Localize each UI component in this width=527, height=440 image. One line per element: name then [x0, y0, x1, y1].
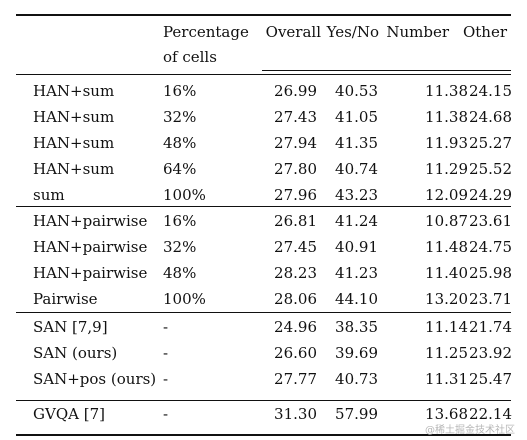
percentage-cell: 16% [163, 212, 197, 230]
number-cell: 11.29 [425, 160, 468, 178]
yesno-cell: 38.35 [335, 318, 378, 336]
overall-cell: 27.80 [274, 160, 317, 178]
percentage-cell: 64% [163, 160, 197, 178]
percentage-cell: 48% [163, 134, 197, 152]
overall-cell: 27.45 [274, 238, 317, 256]
number-cell: 11.38 [425, 82, 468, 100]
other-cell: 25.47 [469, 370, 512, 388]
number-cell: 11.38 [425, 108, 468, 126]
yesno-cell: 41.05 [335, 108, 378, 126]
overall-cell: 27.77 [274, 370, 317, 388]
header-underline [262, 70, 511, 71]
percentage-cell: 100% [163, 186, 206, 204]
number-cell: 10.87 [425, 212, 468, 230]
method-cell: HAN+sum [33, 108, 115, 126]
number-cell: 11.93 [425, 134, 468, 152]
number-cell: 13.68 [425, 405, 468, 423]
overall-cell: 27.43 [274, 108, 317, 126]
table-bottom-rule [16, 434, 511, 436]
method-cell: SAN (ours) [33, 344, 118, 362]
overall-cell: 26.60 [274, 344, 317, 362]
percentage-cell: - [163, 405, 169, 423]
other-cell: 22.14 [469, 405, 512, 423]
method-cell: HAN+pairwise [33, 238, 148, 256]
group-separator-rule [16, 400, 511, 401]
percentage-cell: - [163, 344, 169, 362]
percentage-cell: 16% [163, 82, 197, 100]
yesno-cell: 40.53 [335, 82, 378, 100]
yesno-cell: 40.74 [335, 160, 378, 178]
method-cell: HAN+sum [33, 134, 115, 152]
overall-cell: 24.96 [274, 318, 317, 336]
method-cell: HAN+pairwise [33, 264, 148, 282]
number-cell: 11.31 [425, 370, 468, 388]
method-cell: sum [33, 186, 65, 204]
overall-cell: 26.99 [274, 82, 317, 100]
header-overall: Overall [265, 23, 321, 41]
method-cell: SAN [7,9] [33, 318, 108, 336]
other-cell: 24.15 [469, 82, 512, 100]
yesno-cell: 43.23 [335, 186, 378, 204]
overall-cell: 27.94 [274, 134, 317, 152]
other-cell: 24.75 [469, 238, 512, 256]
method-cell: HAN+sum [33, 82, 115, 100]
overall-cell: 28.23 [274, 264, 317, 282]
method-cell: Pairwise [33, 290, 98, 308]
header-number: Number [386, 23, 449, 41]
yesno-cell: 41.24 [335, 212, 378, 230]
other-cell: 24.68 [469, 108, 512, 126]
watermark: @稀土掘金技术社区 [425, 425, 515, 436]
header-percentage-line1: Percentage [163, 23, 249, 41]
other-cell: 25.27 [469, 134, 512, 152]
overall-cell: 31.30 [274, 405, 317, 423]
method-cell: GVQA [7] [33, 405, 105, 423]
yesno-cell: 41.35 [335, 134, 378, 152]
other-cell: 25.98 [469, 264, 512, 282]
other-cell: 23.71 [469, 290, 512, 308]
percentage-cell: 48% [163, 264, 197, 282]
yesno-cell: 57.99 [335, 405, 378, 423]
other-cell: 21.74 [469, 318, 512, 336]
number-cell: 11.14 [425, 318, 468, 336]
percentage-cell: 100% [163, 290, 206, 308]
percentage-cell: 32% [163, 238, 197, 256]
yesno-cell: 44.10 [335, 290, 378, 308]
percentage-cell: - [163, 370, 169, 388]
overall-cell: 26.81 [274, 212, 317, 230]
overall-cell: 28.06 [274, 290, 317, 308]
other-cell: 25.52 [469, 160, 512, 178]
other-cell: 23.92 [469, 344, 512, 362]
percentage-cell: 32% [163, 108, 197, 126]
header-yesno: Yes/No [326, 23, 379, 41]
header-other: Other [462, 23, 507, 41]
method-cell: HAN+pairwise [33, 212, 148, 230]
percentage-cell: - [163, 318, 169, 336]
table-top-rule [16, 14, 511, 16]
other-cell: 24.29 [469, 186, 512, 204]
group-separator-rule [16, 312, 511, 313]
header-percentage-line2: of cells [163, 48, 217, 66]
yesno-cell: 39.69 [335, 344, 378, 362]
method-cell: HAN+sum [33, 160, 115, 178]
yesno-cell: 40.73 [335, 370, 378, 388]
other-cell: 23.61 [469, 212, 512, 230]
number-cell: 11.25 [425, 344, 468, 362]
yesno-cell: 40.91 [335, 238, 378, 256]
number-cell: 11.48 [425, 238, 468, 256]
number-cell: 11.40 [425, 264, 468, 282]
number-cell: 13.20 [425, 290, 468, 308]
group-separator-rule [16, 206, 511, 207]
method-cell: SAN+pos (ours) [33, 370, 157, 388]
overall-cell: 27.96 [274, 186, 317, 204]
header-bottom-rule [16, 74, 511, 75]
yesno-cell: 41.23 [335, 264, 378, 282]
number-cell: 12.09 [425, 186, 468, 204]
